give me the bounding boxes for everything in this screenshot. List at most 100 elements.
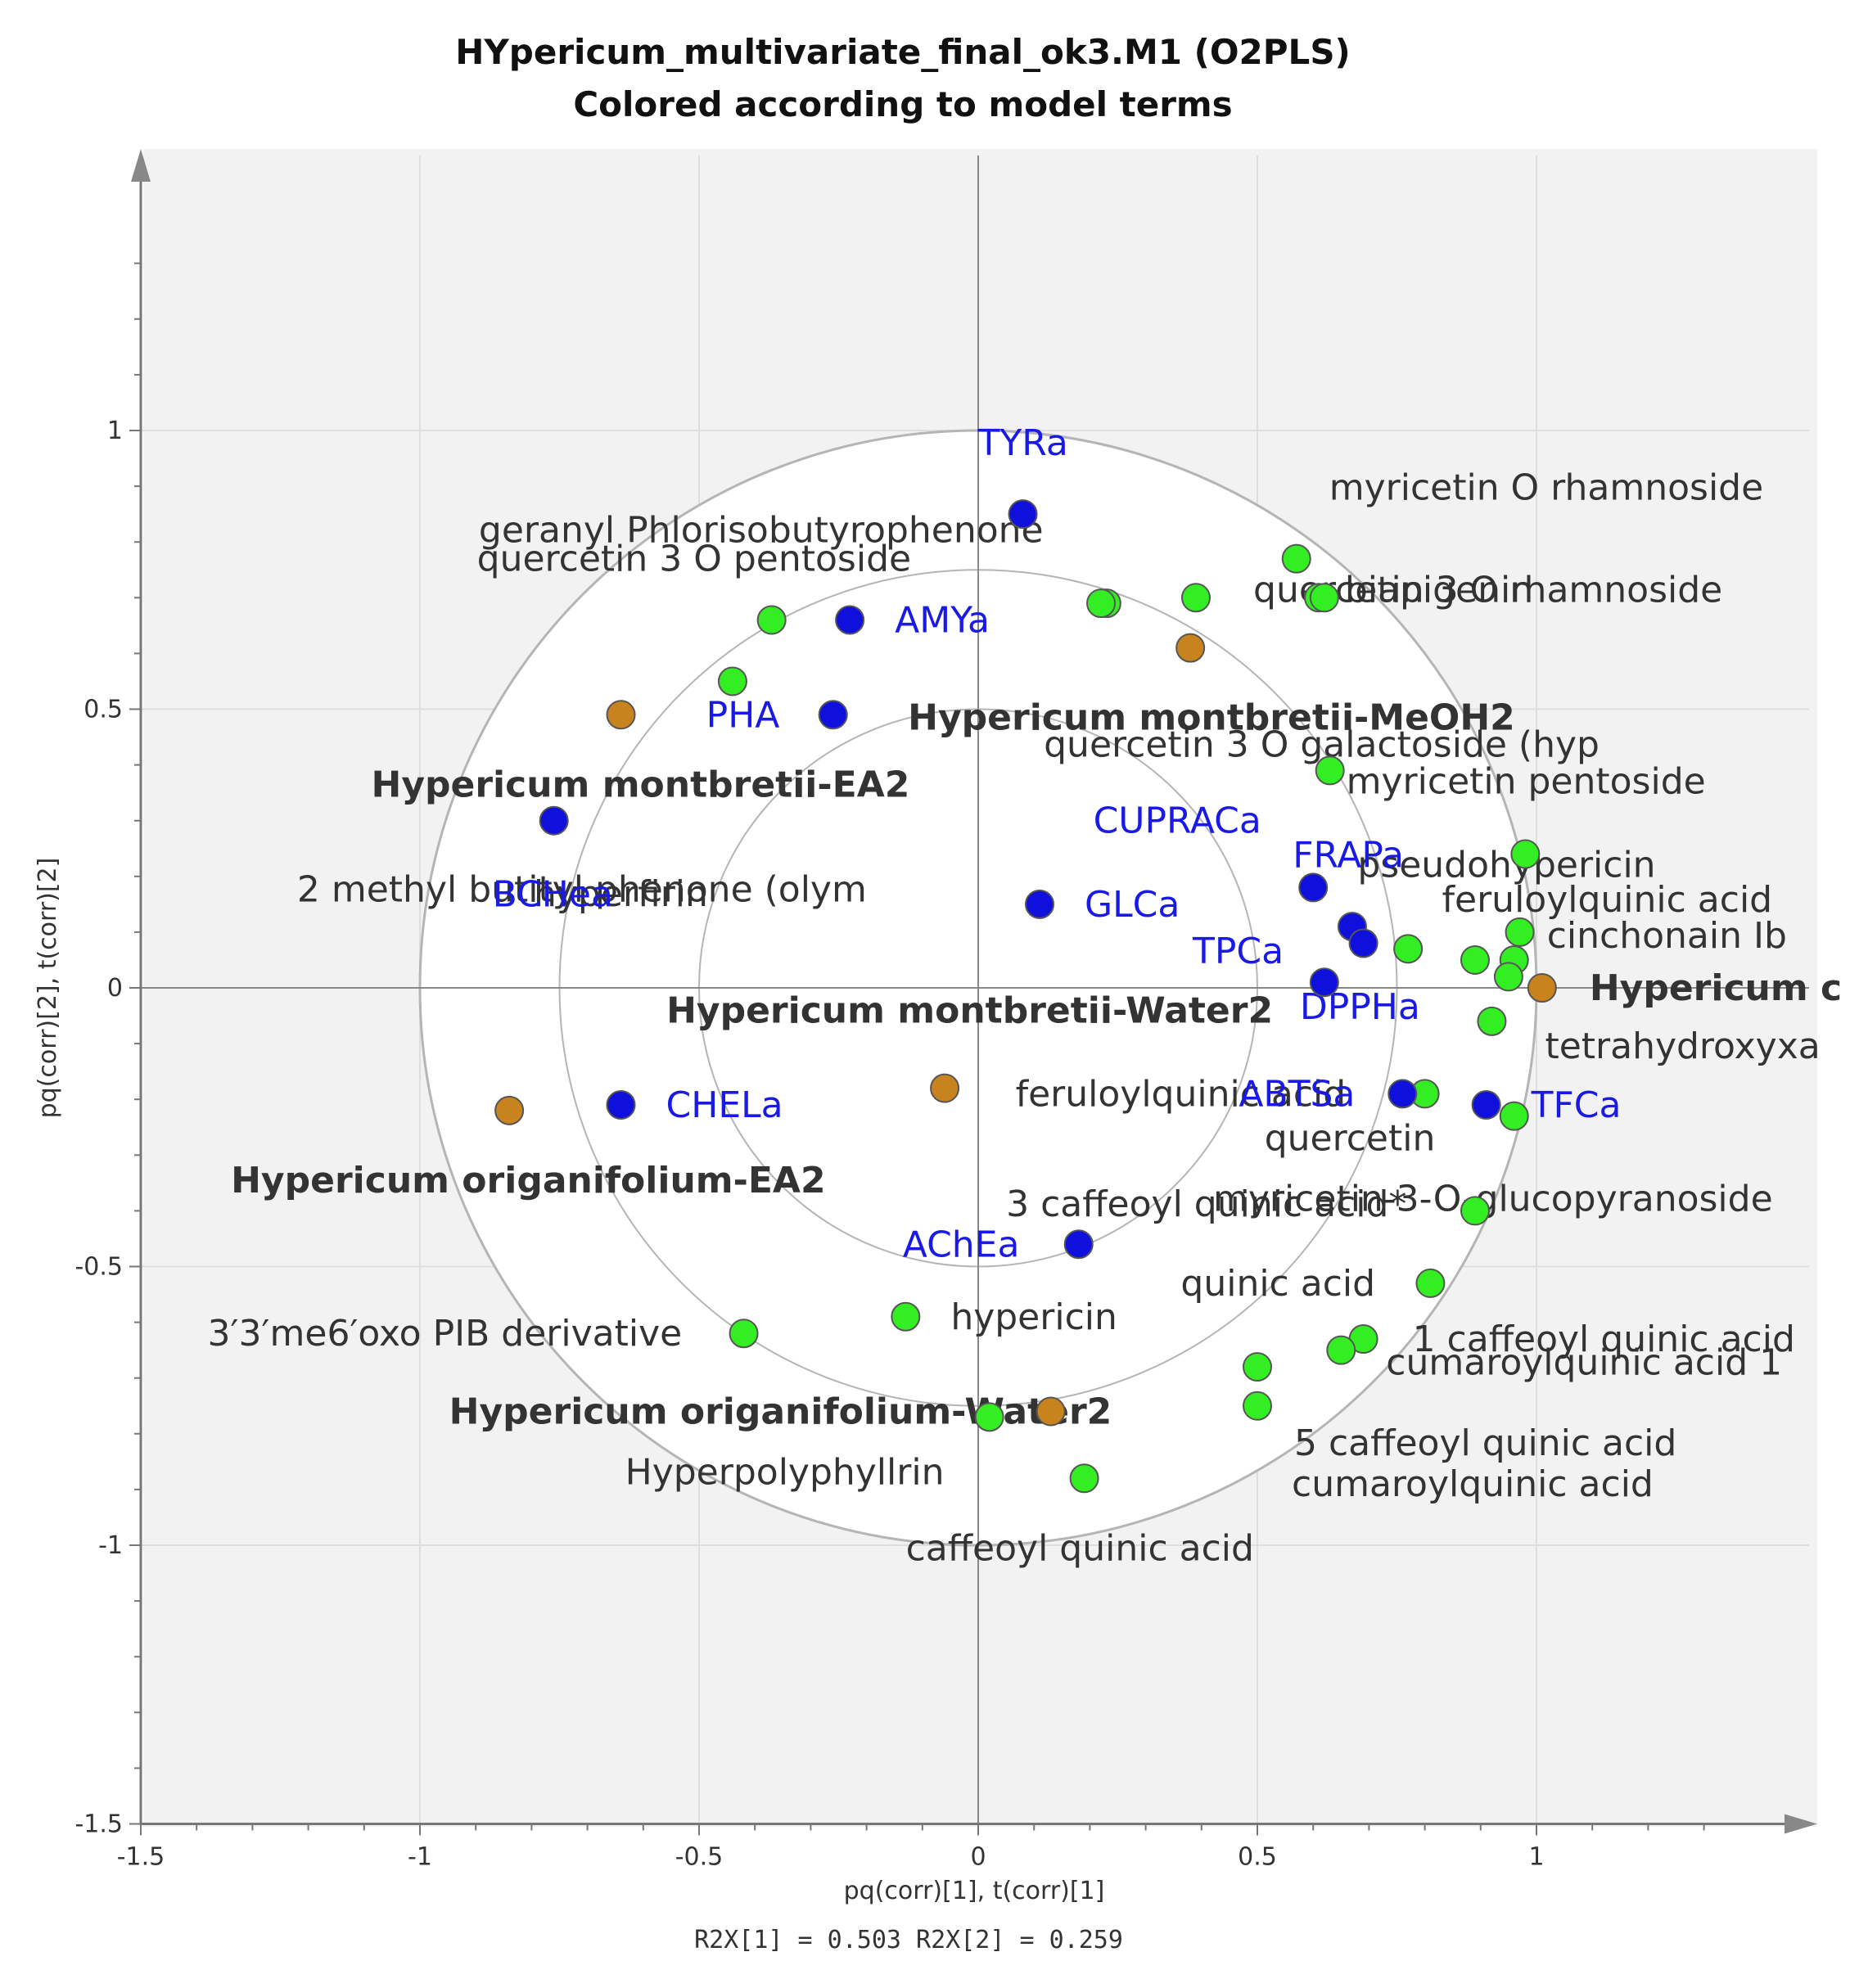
r2x-footer: R2X[1] = 0.503 R2X[2] = 0.259 [694, 1926, 1123, 1954]
x-tick-label: 1 [1528, 1843, 1544, 1872]
point-label: pseudohypericin [1357, 845, 1655, 886]
compound-point [1460, 944, 1490, 975]
point-label: CHELa [666, 1084, 783, 1126]
observation-point [1175, 633, 1206, 663]
point-label: Hypericum montbretii-EA2 [372, 764, 910, 805]
compound-point [1180, 583, 1211, 613]
assay-point [1348, 928, 1378, 958]
observation-point [930, 1073, 960, 1103]
assay-point [539, 805, 569, 836]
y-tick-label: -0.5 [74, 1253, 123, 1282]
point-label: feruloylquinic acid [1442, 879, 1773, 921]
point-label: 2 methyl butityl phenone (olym [297, 868, 867, 910]
point-label: myricetin O rhamnoside [1329, 467, 1763, 509]
assay-point [606, 1090, 636, 1120]
assay-point [1471, 1090, 1501, 1120]
point-label: Hypericum origanifolium-Water2 [449, 1391, 1112, 1433]
y-axis-arrow [131, 149, 151, 182]
point-label: CUPRACa [1094, 800, 1261, 842]
point-label: 3′3′me6′oxo PIB derivative [208, 1313, 683, 1355]
point-label: myricetin pentoside [1347, 760, 1706, 802]
assay-point [1063, 1229, 1094, 1260]
compound-point [1243, 1352, 1272, 1382]
x-axis-label: pq(corr)[1], t(corr)[1] [844, 1877, 1105, 1905]
point-label: GLCa [1085, 884, 1180, 926]
compound-point [1493, 962, 1523, 992]
y-tick-label: -1 [98, 1531, 123, 1560]
point-label: cinchonain Ib [1547, 915, 1787, 957]
point-label: biapigenin [1345, 569, 1533, 611]
compound-point [1499, 1101, 1529, 1131]
x-tick-label: 0.5 [1238, 1843, 1277, 1872]
compound-point [1281, 543, 1311, 574]
point-label: FRAPa [1293, 834, 1404, 876]
point-label: quinic acid [1180, 1263, 1375, 1305]
y-tick-label: 0 [107, 974, 123, 1003]
point-label: myricetin-3-O-glucopyranoside [1213, 1178, 1773, 1219]
compound-point [1326, 1335, 1356, 1365]
assay-point [1008, 499, 1038, 530]
compound-point [1415, 1268, 1446, 1298]
point-label: ABTSa [1239, 1073, 1355, 1115]
assay-point [1025, 889, 1055, 919]
point-label: BCHea [493, 874, 613, 916]
compound-point [1309, 583, 1339, 613]
x-tick-label: -1.5 [117, 1843, 165, 1872]
point-label: PHA [706, 694, 780, 736]
observation-point [606, 700, 636, 730]
compound-point [1069, 1463, 1099, 1494]
point-label: TPCa [1192, 931, 1284, 972]
compound-point [1477, 1006, 1507, 1036]
point-label: tetrahydroxyxa [1545, 1026, 1820, 1067]
assay-point [1388, 1079, 1418, 1109]
observation-point [1036, 1396, 1066, 1427]
x-axis-arrow [1785, 1814, 1817, 1834]
point-label: hypericin [950, 1296, 1117, 1338]
x-tick-label: -1 [408, 1843, 432, 1872]
compound-point [1243, 1391, 1272, 1421]
assay-point [1298, 872, 1329, 903]
compound-point [756, 605, 787, 635]
assay-point [818, 700, 848, 730]
point-label: cumaroylquinic acid [1292, 1463, 1654, 1505]
compound-point [1460, 1196, 1490, 1226]
point-label: 3 caffeoyl quinic acid* [1006, 1183, 1406, 1225]
x-tick-label: 0 [970, 1843, 986, 1872]
compound-point [729, 1319, 759, 1349]
chart-subtitle: Colored according to model terms [573, 84, 1232, 124]
assay-point [1309, 967, 1339, 998]
observation-point [494, 1095, 525, 1125]
data-points [494, 499, 1557, 1494]
point-label: Hypericum c [1590, 967, 1842, 1009]
point-label: cumaroylquinic acid 1 [1386, 1342, 1782, 1384]
point-label: TYRa [977, 422, 1068, 464]
y-tick-label: 1 [107, 417, 123, 445]
point-label: Hypericum origanifolium-EA2 [231, 1160, 826, 1201]
point-label: quercetin 3 O pentoside [477, 539, 911, 580]
y-axis-label: pq(corr)[2], t(corr)[2] [34, 858, 62, 1119]
compound-point [1393, 934, 1424, 964]
point-label: TFCa [1531, 1084, 1622, 1126]
compound-point [1315, 755, 1345, 786]
y-tick-label: -1.5 [74, 1810, 123, 1839]
observation-point [1527, 973, 1557, 1003]
point-label: geranyl Phlorisobutyrophenone [479, 509, 1044, 551]
point-label: 1 caffeoyl quinic acid [1413, 1319, 1795, 1360]
compound-point [1086, 588, 1117, 619]
point-label: AMYa [895, 600, 990, 642]
compound-point [891, 1301, 921, 1332]
compound-point [974, 1402, 1004, 1432]
point-label: 5 caffeoyl quinic acid [1294, 1422, 1676, 1464]
chart-title: HYpericum_multivariate_final_ok3.M1 (O2P… [455, 32, 1351, 72]
point-label: quercetin [1265, 1118, 1436, 1160]
point-label: caffeoyl quinic acid [906, 1527, 1254, 1569]
point-label: Hypericum montbretii-MeOH2 [908, 697, 1515, 739]
point-label: AChEa [903, 1224, 1020, 1265]
point-label: feruloylquinic acid [1016, 1073, 1347, 1115]
x-tick-label: -0.5 [675, 1843, 724, 1872]
tick-labels: -1.5 -1 -0.5 0 0.5 1 1 0.5 0 -0.5 -1 -1.5 [74, 417, 1544, 1872]
compound-point [717, 666, 747, 696]
assay-point [835, 605, 865, 635]
point-label: hyperfirin [534, 873, 708, 915]
